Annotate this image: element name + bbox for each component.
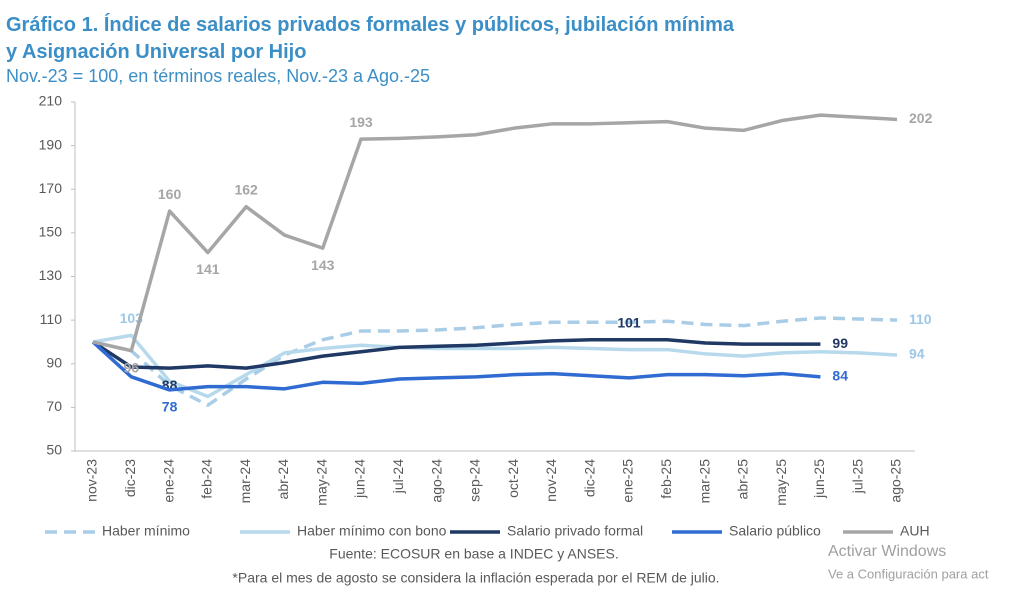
- data-label: 94: [909, 346, 925, 362]
- x-tick-label: jun-25: [811, 459, 827, 499]
- legend-label: Salario público: [729, 523, 821, 539]
- x-tick-label: feb-24: [199, 459, 215, 499]
- watermark: Activar Windows: [828, 543, 946, 560]
- note: *Para el mes de agosto se considera la i…: [232, 570, 719, 586]
- data-label: 96: [123, 359, 139, 375]
- data-label: 101: [617, 314, 641, 330]
- y-tick-label: 150: [39, 224, 63, 240]
- x-tick-label: jun-24: [352, 459, 368, 499]
- x-tick-label: dic-24: [581, 459, 597, 497]
- x-tick-label: may-24: [313, 459, 329, 506]
- series-line: [92, 113, 898, 353]
- y-tick-label: 50: [46, 442, 62, 458]
- x-tick-label: mar-25: [696, 459, 712, 504]
- legend-label: Haber mínimo: [102, 523, 190, 539]
- x-tick-label: jul-24: [390, 459, 406, 494]
- data-label: 78: [162, 399, 178, 415]
- data-label: 193: [349, 114, 373, 130]
- x-tick-label: nov-23: [84, 459, 100, 502]
- x-tick-label: oct-24: [505, 459, 521, 498]
- legend-label: AUH: [900, 523, 930, 539]
- x-tick-label: jul-25: [849, 459, 865, 494]
- x-tick-label: dic-23: [122, 459, 138, 497]
- legend-label: Haber mínimo con bono: [297, 523, 447, 539]
- chart-subtitle: Nov.-23 = 100, en términos reales, Nov.-…: [6, 66, 430, 86]
- data-label: 103: [120, 310, 144, 326]
- x-tick-label: ene-25: [620, 459, 636, 503]
- x-tick-label: may-25: [773, 459, 789, 506]
- x-tick-label: ago-24: [428, 459, 444, 503]
- data-label: 84: [832, 368, 848, 384]
- series-line: [92, 316, 898, 407]
- chart-title: y Asignación Universal por Hijo: [6, 41, 306, 63]
- legend-label: Salario privado formal: [507, 523, 643, 539]
- y-tick-label: 110: [40, 311, 63, 327]
- y-tick-label: 190: [39, 136, 63, 152]
- source: Fuente: ECOSUR en base a INDEC y ANSES.: [329, 546, 618, 562]
- data-label: 202: [909, 110, 933, 126]
- x-tick-label: feb-25: [658, 459, 674, 499]
- y-tick-label: 70: [46, 398, 62, 414]
- y-tick-label: 130: [39, 267, 63, 283]
- y-tick-label: 90: [46, 354, 62, 370]
- y-tick-label: 210: [39, 93, 63, 109]
- data-label: 162: [234, 181, 258, 197]
- data-label: 160: [158, 186, 182, 202]
- y-tick-label: 170: [39, 180, 63, 196]
- x-tick-label: mar-24: [237, 459, 253, 504]
- data-label: 143: [311, 257, 335, 273]
- data-label: 99: [832, 335, 848, 351]
- data-label: 141: [196, 261, 220, 277]
- x-tick-label: abr-25: [735, 459, 751, 500]
- x-tick-label: sep-24: [467, 459, 483, 502]
- x-tick-label: abr-24: [275, 459, 291, 500]
- series-line: [92, 338, 821, 370]
- x-tick-label: nov-24: [543, 459, 559, 502]
- series-line: [91, 340, 821, 392]
- chart-title: Gráfico 1. Índice de salarios privados f…: [6, 13, 735, 36]
- watermark: Ve a Configuración para act: [828, 566, 989, 581]
- x-tick-label: ago-25: [888, 459, 904, 503]
- data-label: 110: [909, 311, 932, 327]
- x-tick-label: ene-24: [160, 459, 176, 503]
